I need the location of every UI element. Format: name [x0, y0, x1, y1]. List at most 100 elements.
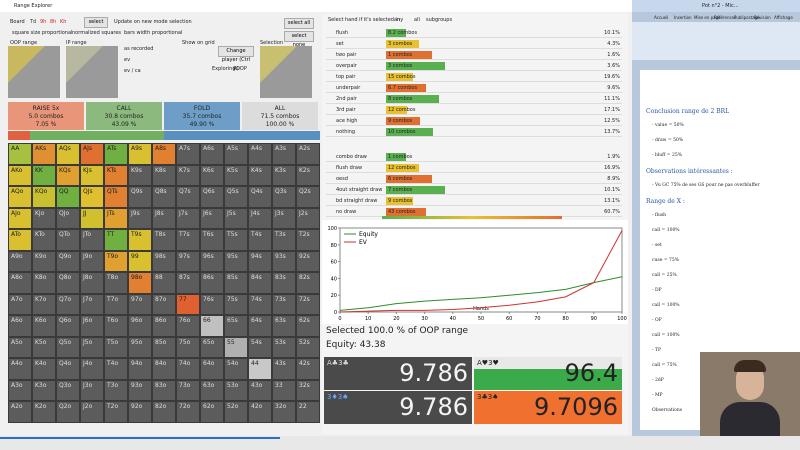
- hand-cell[interactable]: J3o: [80, 379, 104, 401]
- hand-cell[interactable]: Q4o: [56, 358, 80, 380]
- hand-cell[interactable]: T5o: [104, 336, 128, 358]
- hand-cell[interactable]: J4o: [80, 358, 104, 380]
- hand-cell[interactable]: 84s: [248, 272, 272, 294]
- hand-cell[interactable]: TT: [104, 229, 128, 251]
- action-box[interactable]: ALL 71.5 combos 100.00 %: [242, 102, 318, 130]
- hand-cell[interactable]: K4s: [248, 164, 272, 186]
- hand-cell[interactable]: ATo: [8, 229, 32, 251]
- hand-cell[interactable]: 74o: [176, 358, 200, 380]
- hand-cell[interactable]: 73s: [272, 293, 296, 315]
- hand-row[interactable]: top pair 15 combos 19.6%: [326, 72, 622, 82]
- hand-cell[interactable]: 22: [296, 401, 320, 423]
- hand-cell[interactable]: KTs: [104, 164, 128, 186]
- change-player-button[interactable]: Change player (Ctrl R): [218, 46, 254, 72]
- hand-cell[interactable]: A3o: [8, 379, 32, 401]
- hand-cell[interactable]: 94s: [248, 250, 272, 272]
- hand-cell[interactable]: A5s: [224, 143, 248, 165]
- hand-cell[interactable]: K6s: [200, 164, 224, 186]
- hand-cell[interactable]: K4o: [32, 358, 56, 380]
- hand-cell[interactable]: J7s: [176, 207, 200, 229]
- hand-cell[interactable]: T6s: [200, 229, 224, 251]
- hand-cell[interactable]: J6s: [200, 207, 224, 229]
- hand-cell[interactable]: T7o: [104, 293, 128, 315]
- hand-cell[interactable]: T6o: [104, 315, 128, 337]
- hand-cell[interactable]: J8s: [152, 207, 176, 229]
- hand-cell[interactable]: 82s: [296, 272, 320, 294]
- hand-cell[interactable]: 62o: [200, 401, 224, 423]
- hand-cell[interactable]: T4o: [104, 358, 128, 380]
- hand-cell[interactable]: A9s: [128, 143, 152, 165]
- hand-cell[interactable]: A3s: [272, 143, 296, 165]
- hand-cell[interactable]: 43s: [272, 358, 296, 380]
- hand-cell[interactable]: K8s: [152, 164, 176, 186]
- hand-cell[interactable]: J9s: [128, 207, 152, 229]
- hand-cell[interactable]: 85o: [152, 336, 176, 358]
- hand-cell[interactable]: 82o: [152, 401, 176, 423]
- hand-cell[interactable]: 98s: [152, 250, 176, 272]
- hand-cell[interactable]: 53s: [272, 336, 296, 358]
- hand-cell[interactable]: Q9s: [128, 186, 152, 208]
- hand-cell[interactable]: T2s: [296, 229, 320, 251]
- hand-cell[interactable]: 87o: [152, 293, 176, 315]
- hand-cell[interactable]: J3s: [272, 207, 296, 229]
- hand-cell[interactable]: K5s: [224, 164, 248, 186]
- hand-cell[interactable]: T2o: [104, 401, 128, 423]
- hand-row[interactable]: underpair 6.7 combos 9.6%: [326, 83, 622, 93]
- hand-cell[interactable]: K3o: [32, 379, 56, 401]
- hand-cell[interactable]: 94o: [128, 358, 152, 380]
- hand-cell[interactable]: A2s: [296, 143, 320, 165]
- hand-cell[interactable]: 86s: [200, 272, 224, 294]
- hand-cell[interactable]: 52o: [224, 401, 248, 423]
- hand-cell[interactable]: T3s: [272, 229, 296, 251]
- hand-cell[interactable]: 83o: [152, 379, 176, 401]
- hand-cell[interactable]: 42o: [248, 401, 272, 423]
- hand-cell[interactable]: 62s: [296, 315, 320, 337]
- hand-cell[interactable]: A5o: [8, 336, 32, 358]
- hand-cell[interactable]: A6s: [200, 143, 224, 165]
- hand-cell[interactable]: AA: [8, 143, 32, 165]
- hand-cell[interactable]: A7o: [8, 293, 32, 315]
- hand-cell[interactable]: 33: [272, 379, 296, 401]
- hand-cell[interactable]: Q8s: [152, 186, 176, 208]
- hand-cell[interactable]: J8o: [80, 272, 104, 294]
- hand-cell[interactable]: 32o: [272, 401, 296, 423]
- hand-cell[interactable]: 75o: [176, 336, 200, 358]
- hand-row[interactable]: set 3 combos 4.3%: [326, 39, 622, 49]
- hand-cell[interactable]: 95s: [224, 250, 248, 272]
- action-box[interactable]: FOLD 35.7 combos 49.90 %: [164, 102, 240, 130]
- hand-cell[interactable]: Q7o: [56, 293, 80, 315]
- hand-cell[interactable]: 44: [248, 358, 272, 380]
- hand-cell[interactable]: 95o: [128, 336, 152, 358]
- hand-cell[interactable]: A8s: [152, 143, 176, 165]
- hand-cell[interactable]: A8o: [8, 272, 32, 294]
- hand-cell[interactable]: AJs: [80, 143, 104, 165]
- hand-cell[interactable]: KJo: [32, 207, 56, 229]
- hand-cell[interactable]: 73o: [176, 379, 200, 401]
- hand-cell[interactable]: Q2s: [296, 186, 320, 208]
- hand-cell[interactable]: 85s: [224, 272, 248, 294]
- hand-cell[interactable]: AQs: [56, 143, 80, 165]
- hand-cell[interactable]: 83s: [272, 272, 296, 294]
- hand-cell[interactable]: A4s: [248, 143, 272, 165]
- hand-cell[interactable]: K2o: [32, 401, 56, 423]
- hand-cell[interactable]: AKo: [8, 164, 32, 186]
- hand-cell[interactable]: T3o: [104, 379, 128, 401]
- hand-cell[interactable]: A6o: [8, 315, 32, 337]
- hand-cell[interactable]: J2o: [80, 401, 104, 423]
- hand-cell[interactable]: AJo: [8, 207, 32, 229]
- hand-cell[interactable]: K9s: [128, 164, 152, 186]
- hand-cell[interactable]: Q5o: [56, 336, 80, 358]
- hand-cell[interactable]: Q8o: [56, 272, 80, 294]
- hand-cell[interactable]: J9o: [80, 250, 104, 272]
- hand-cell[interactable]: 97s: [176, 250, 200, 272]
- hand-cell[interactable]: 76o: [176, 315, 200, 337]
- hand-row[interactable]: flush draw 12 combos 16.9%: [326, 163, 622, 173]
- hand-cell[interactable]: AQo: [8, 186, 32, 208]
- hand-cell[interactable]: QQ: [56, 186, 80, 208]
- hand-cell[interactable]: Q3s: [272, 186, 296, 208]
- hand-cell[interactable]: T9o: [104, 250, 128, 272]
- hand-cell[interactable]: 32s: [296, 379, 320, 401]
- hand-cell[interactable]: 96o: [128, 315, 152, 337]
- hand-cell[interactable]: JTs: [104, 207, 128, 229]
- hand-cell[interactable]: 65s: [224, 315, 248, 337]
